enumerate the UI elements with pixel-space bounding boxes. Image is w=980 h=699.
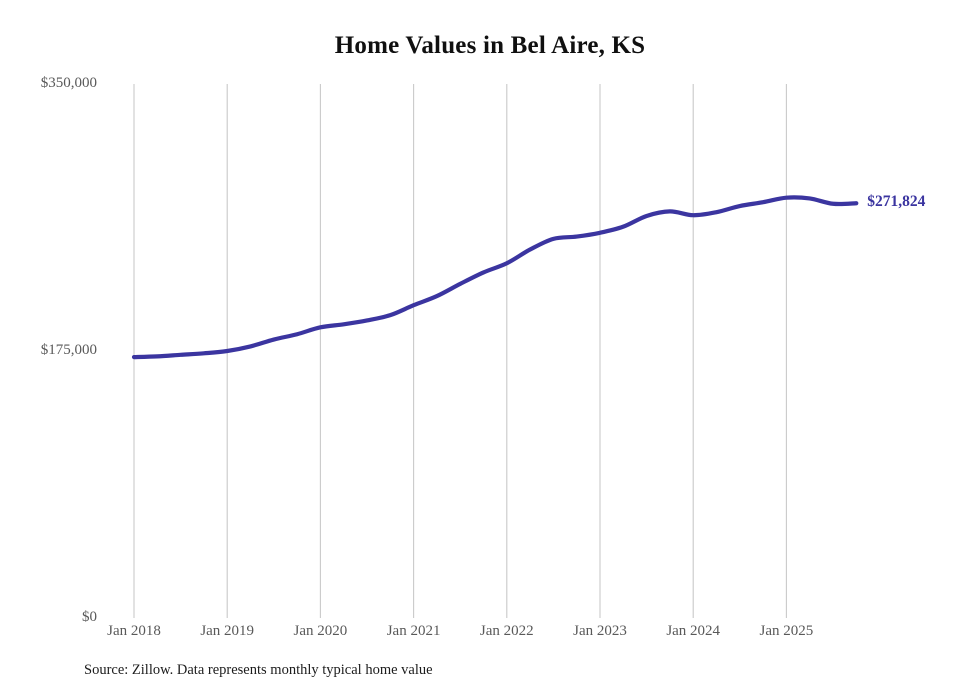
- y-axis-tick-label: $0: [82, 609, 97, 625]
- series-end-value-label: $271,824: [867, 193, 926, 211]
- chart-title: Home Values in Bel Aire, KS: [334, 32, 646, 59]
- x-axis-tick-label: Jan 2025: [759, 623, 814, 639]
- x-axis-tick-label: Jan 2019: [200, 623, 255, 639]
- x-axis-tick-label: Jan 2023: [573, 623, 627, 639]
- chart-footnote: Source: Zillow. Data represents monthly …: [84, 662, 433, 678]
- x-axis-tick-label: Jan 2018: [107, 623, 161, 639]
- x-axis-tick-label: Jan 2022: [479, 623, 534, 639]
- y-axis-tick-label: $350,000: [40, 75, 97, 91]
- x-axis-tick-label: Jan 2021: [386, 623, 441, 639]
- x-axis-tick-label: Jan 2024: [666, 623, 721, 639]
- y-axis-tick-label: $175,000: [40, 342, 97, 358]
- chart-line-series: [131, 195, 859, 360]
- x-axis-tick-label: Jan 2020: [293, 623, 348, 639]
